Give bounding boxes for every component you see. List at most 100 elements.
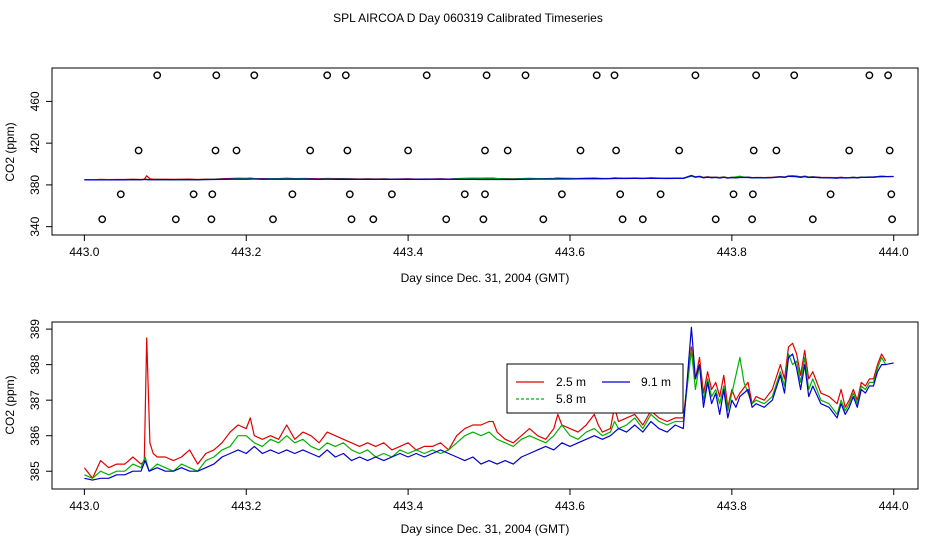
top-x-axis-title: Day since Dec. 31, 2004 (GMT) <box>401 271 570 285</box>
bottom-series-lines <box>83 326 894 481</box>
calibration-point <box>171 215 180 224</box>
bottom-x-axis-title: Day since Dec. 31, 2004 (GMT) <box>401 522 570 536</box>
x-tick-label: 443.0 <box>69 499 99 513</box>
series-line-s91 <box>84 326 894 481</box>
x-tick-label: 443.4 <box>393 245 423 259</box>
calibration-point <box>323 71 332 80</box>
calibration-point <box>638 215 647 224</box>
calibration-point <box>341 71 350 80</box>
x-tick-label: 443.4 <box>393 499 423 513</box>
calibration-point <box>269 215 277 224</box>
x-tick-label: 443.6 <box>555 499 585 513</box>
calibration-point <box>460 190 469 199</box>
calibration-point <box>790 71 799 80</box>
calibration-point <box>749 146 758 155</box>
calibration-point <box>610 71 619 80</box>
y-tick-label: 387 <box>28 390 42 410</box>
series-line-s91 <box>84 174 894 181</box>
calibration-point <box>808 215 817 224</box>
calibration-point <box>885 146 894 155</box>
x-tick-label: 443.2 <box>231 499 261 513</box>
calibration-point <box>503 146 512 155</box>
calibration-point <box>616 190 625 199</box>
bottom-x-axis: 443.0 443.2 443.4 443.6 443.8 444.0 <box>69 489 909 513</box>
calibration-point <box>387 190 396 199</box>
calibration-point <box>343 146 352 155</box>
calibration-point <box>345 190 354 199</box>
y-tick-label: 389 <box>28 319 42 339</box>
y-tick-label: 386 <box>28 425 42 445</box>
series-line-s25 <box>83 337 887 479</box>
calibration-point <box>98 215 107 224</box>
calibration-point <box>116 190 125 199</box>
calibration-point <box>422 71 431 80</box>
legend: 2.5 m 5.8 m 9.1 m <box>506 363 684 414</box>
calibration-point <box>288 190 297 199</box>
calibration-point <box>134 146 143 155</box>
calibration-point <box>691 71 700 80</box>
calibration-point <box>211 146 220 155</box>
legend-label-2-5m: 2.5 m <box>556 375 586 389</box>
calibration-point <box>576 146 585 155</box>
calibration-point <box>404 146 412 155</box>
y-tick-label: 388 <box>28 354 42 374</box>
calibration-point <box>711 215 720 224</box>
calibration-point <box>675 146 684 155</box>
y-tick-label: 380 <box>28 175 42 195</box>
x-tick-label: 443.2 <box>231 245 261 259</box>
top-y-axis-title: CO2 (ppm) <box>3 122 17 181</box>
bottom-y-axis-title: CO2 (ppm) <box>3 375 17 434</box>
calibration-point <box>656 190 665 199</box>
legend-label-9-1m: 9.1 m <box>641 375 671 389</box>
calibration-point <box>618 215 627 224</box>
calibration-point <box>521 71 530 80</box>
calibration-point <box>729 190 738 199</box>
x-tick-label: 443.0 <box>69 245 99 259</box>
x-tick-label: 443.6 <box>555 245 585 259</box>
calibration-points <box>98 71 896 224</box>
calibration-point <box>207 215 216 224</box>
calibration-point <box>749 190 757 199</box>
calibration-point <box>888 215 896 224</box>
calibration-point <box>306 146 315 155</box>
x-tick-label: 444.0 <box>879 499 909 513</box>
calibration-point <box>482 71 491 80</box>
x-tick-label: 443.8 <box>717 245 747 259</box>
calibration-point <box>592 71 601 80</box>
calibration-point <box>232 146 241 155</box>
calibration-point <box>826 190 835 199</box>
calibration-point <box>845 146 854 155</box>
top-x-axis: 443.0 443.2 443.4 443.6 443.8 444.0 <box>69 235 909 259</box>
bottom-plot-frame <box>51 321 919 490</box>
top-series-lines <box>84 174 894 181</box>
series-line-s58 <box>84 349 887 479</box>
legend-box <box>506 363 684 414</box>
calibration-point <box>481 190 489 199</box>
top-plot-frame <box>51 67 919 236</box>
calibration-point <box>189 190 198 199</box>
calibration-point <box>752 71 760 80</box>
calibration-point <box>748 215 756 224</box>
calibration-point <box>539 215 548 224</box>
y-tick-label: 385 <box>28 461 42 481</box>
calibration-point <box>212 71 221 80</box>
calibration-point <box>884 71 892 80</box>
calibration-point <box>887 190 896 199</box>
calibration-point <box>153 71 162 80</box>
top-y-axis: 340 380 420 460 <box>28 91 52 237</box>
calibration-point <box>772 146 781 155</box>
calibration-point <box>369 215 378 224</box>
bottom-y-axis: 385 386 387 388 389 <box>28 319 52 481</box>
x-tick-label: 443.8 <box>717 499 747 513</box>
calibration-point <box>250 71 259 80</box>
calibration-point <box>481 146 489 155</box>
y-tick-label: 460 <box>28 91 42 111</box>
calibration-point <box>442 215 451 224</box>
legend-label-5-8m: 5.8 m <box>556 392 586 406</box>
calibration-point <box>558 190 566 199</box>
x-tick-label: 444.0 <box>879 245 909 259</box>
figure-title: SPL AIRCOA D Day 060319 Calibrated Times… <box>333 11 603 25</box>
y-tick-label: 420 <box>28 133 42 153</box>
